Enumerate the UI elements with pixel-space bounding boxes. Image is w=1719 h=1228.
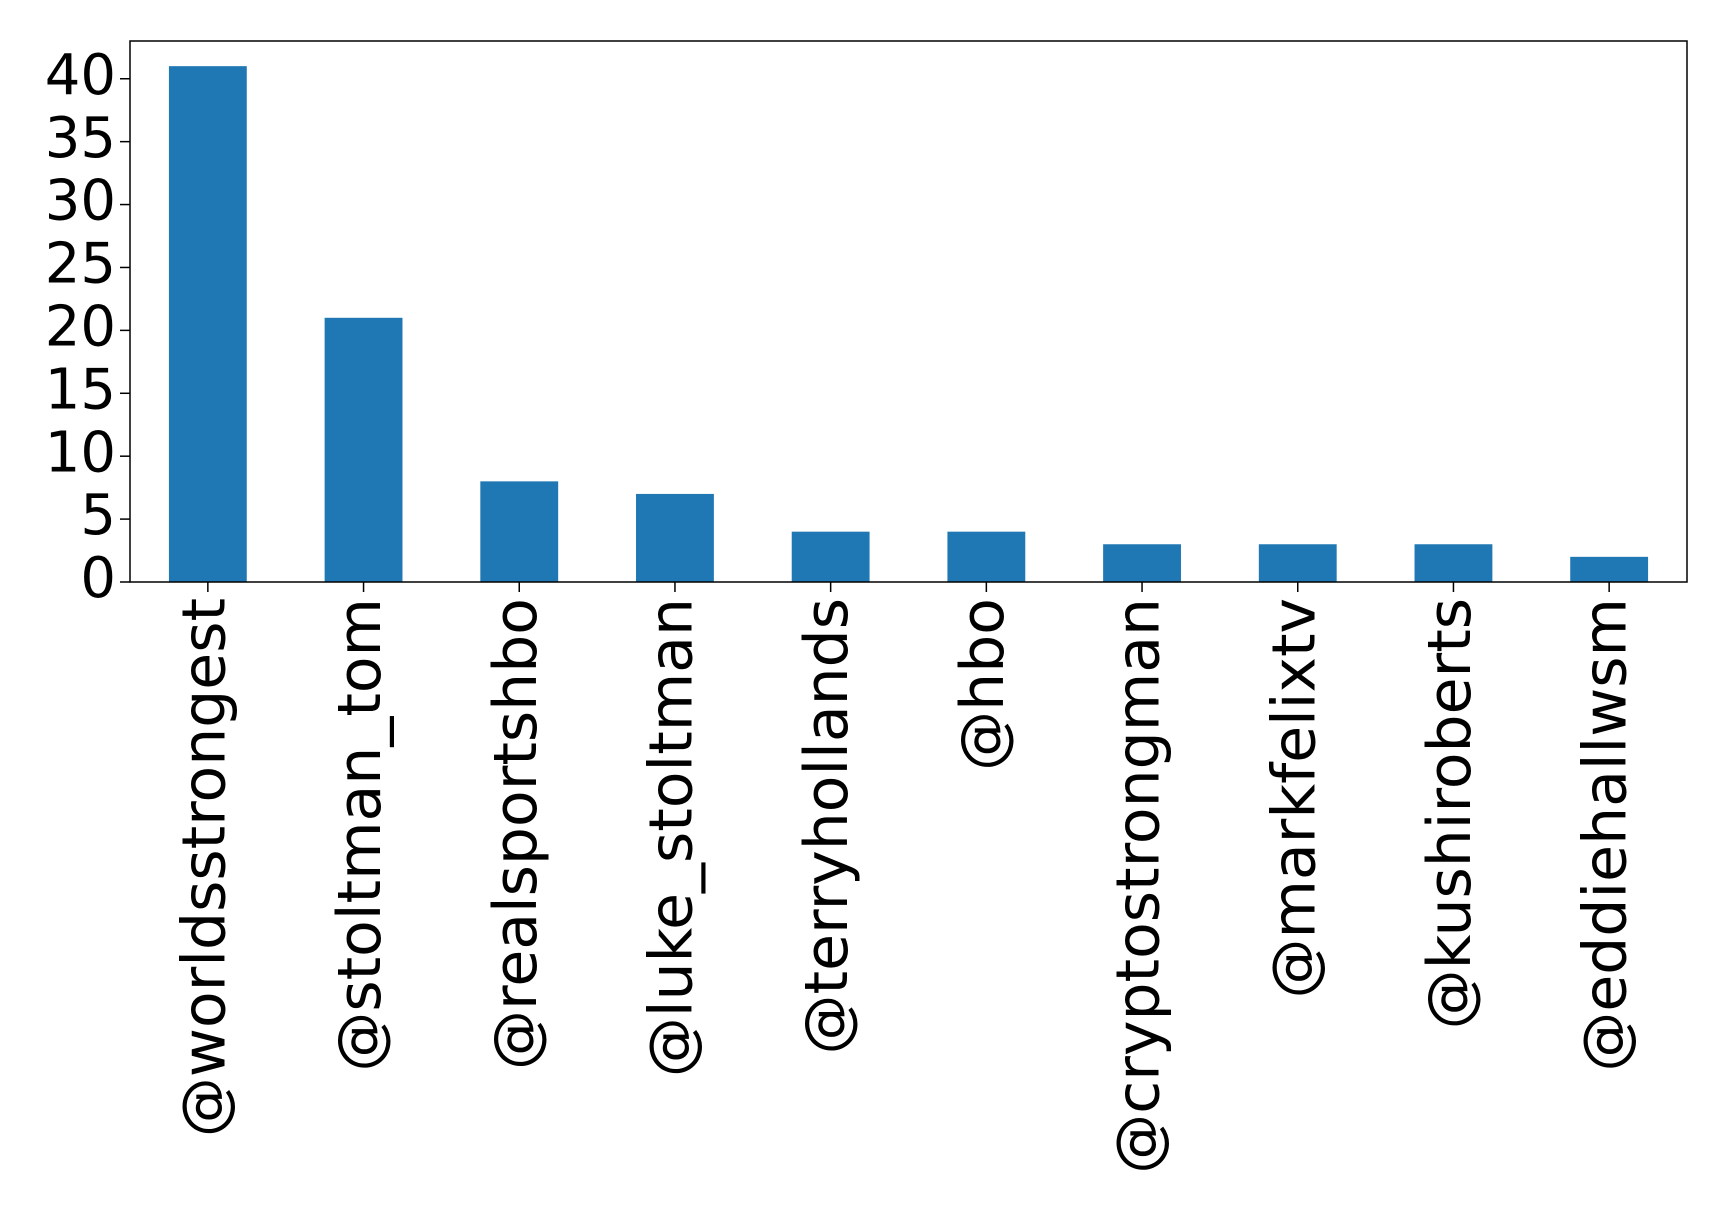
y-tick-label: 0 xyxy=(80,546,116,611)
x-tick-label: @markfelixtv xyxy=(1259,598,1329,999)
x-tick-label: @terryhollands xyxy=(792,598,862,1054)
x-tick-label: @hbo xyxy=(948,598,1018,771)
y-tick-label: 15 xyxy=(45,357,116,422)
x-tick-label: @luke_stoltman xyxy=(637,598,707,1077)
x-tick-label: @eddiehallwsm xyxy=(1571,598,1641,1072)
bar xyxy=(1258,544,1337,582)
y-tick-label: 25 xyxy=(45,232,116,297)
x-tick-label: @cryptostrongman xyxy=(1104,598,1174,1174)
bar xyxy=(168,66,247,583)
y-tick-label: 40 xyxy=(45,43,116,108)
x-tick-label: @kushiroberts xyxy=(1415,598,1485,1029)
y-tick-label: 35 xyxy=(45,106,116,171)
x-tick-label: @realsportshbo xyxy=(481,598,551,1070)
bar xyxy=(636,493,714,582)
bar xyxy=(324,317,403,582)
bar xyxy=(1414,544,1493,582)
bar xyxy=(791,531,870,582)
y-tick-label: 10 xyxy=(45,420,116,485)
y-tick-label: 20 xyxy=(45,295,116,360)
plot-frame xyxy=(129,40,1688,583)
bar xyxy=(1103,544,1181,582)
y-tick-label: 30 xyxy=(45,169,116,234)
x-tick-label: @worldsstrongest xyxy=(169,598,239,1137)
x-tick-label: @stoltman_tom xyxy=(325,598,395,1072)
y-tick-label: 5 xyxy=(80,483,116,548)
bar xyxy=(480,481,559,582)
bar xyxy=(947,531,1026,582)
bar xyxy=(1570,556,1649,582)
